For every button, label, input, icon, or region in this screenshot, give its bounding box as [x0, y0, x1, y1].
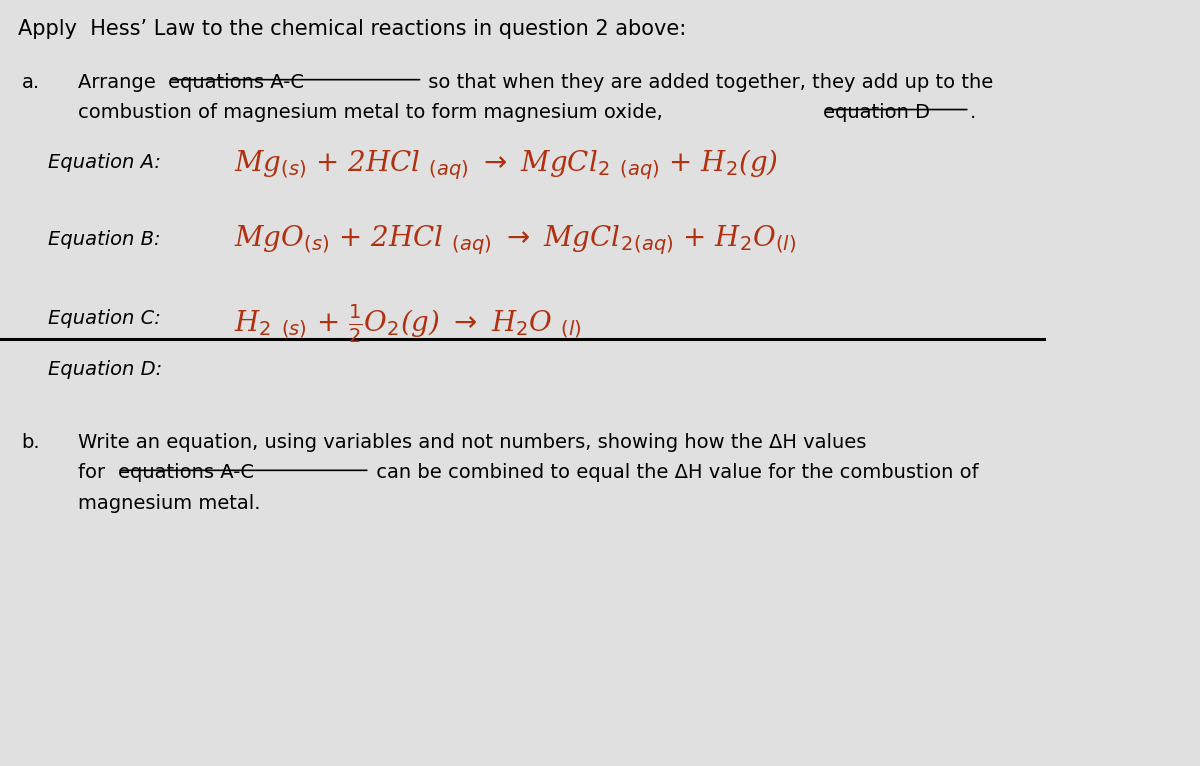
Text: equations A-C: equations A-C — [168, 73, 304, 92]
Text: Equation B:: Equation B: — [48, 230, 161, 249]
Text: Equation A:: Equation A: — [48, 153, 161, 172]
Text: .: . — [970, 103, 976, 122]
Text: equation D: equation D — [823, 103, 930, 122]
Text: Equation C:: Equation C: — [48, 309, 161, 328]
Text: Equation D:: Equation D: — [48, 360, 162, 379]
Text: MgO$_{(s)}$ + 2HCl $_{(aq)}$ $\rightarrow$ MgCl$_2$$_{(aq)}$ + H$_2$O$_{(l)}$: MgO$_{(s)}$ + 2HCl $_{(aq)}$ $\rightarro… — [234, 224, 797, 257]
Text: b.: b. — [22, 433, 41, 452]
Text: combustion of magnesium metal to form magnesium oxide,: combustion of magnesium metal to form ma… — [78, 103, 670, 122]
Text: Mg$_{(s)}$ + 2HCl $_{(aq)}$ $\rightarrow$ MgCl$_2$ $_{(aq)}$ + H$_2$(g): Mg$_{(s)}$ + 2HCl $_{(aq)}$ $\rightarrow… — [234, 147, 779, 182]
Text: H$_2$ $_{(s)}$ + $\frac{1}{2}$O$_2$(g) $\rightarrow$ H$_2$O $_{(l)}$: H$_2$ $_{(s)}$ + $\frac{1}{2}$O$_2$(g) $… — [234, 303, 582, 345]
Text: equations A-C: equations A-C — [118, 463, 253, 483]
Text: so that when they are added together, they add up to the: so that when they are added together, th… — [422, 73, 994, 92]
Text: Write an equation, using variables and not numbers, showing how the ΔH values: Write an equation, using variables and n… — [78, 433, 866, 452]
Text: can be combined to equal the ΔH value for the combustion of: can be combined to equal the ΔH value fo… — [370, 463, 978, 483]
Text: Arrange: Arrange — [78, 73, 162, 92]
Text: a.: a. — [22, 73, 40, 92]
Text: magnesium metal.: magnesium metal. — [78, 494, 260, 513]
Text: Apply  Hess’ Law to the chemical reactions in question 2 above:: Apply Hess’ Law to the chemical reaction… — [18, 19, 686, 39]
Text: for: for — [78, 463, 112, 483]
